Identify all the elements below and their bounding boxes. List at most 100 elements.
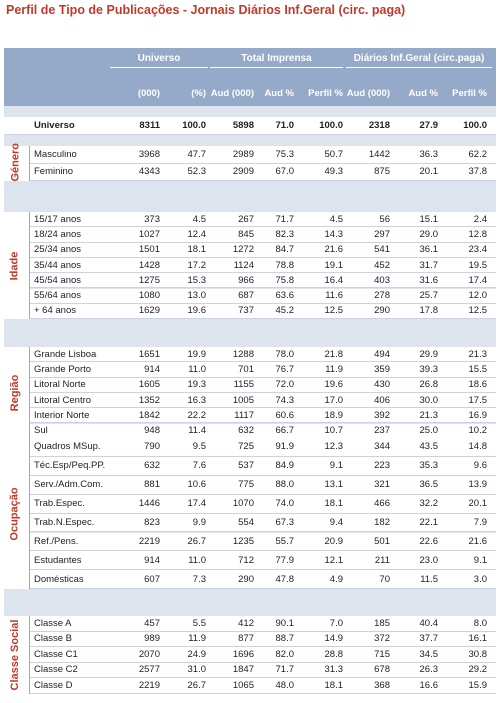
table-row (30, 475, 496, 495)
table-row (30, 227, 496, 243)
table-cell: 23.4 (468, 244, 488, 256)
table-row (30, 257, 496, 274)
table-cell: 17.4 (468, 274, 488, 286)
table-cell: 28.8 (324, 648, 344, 660)
table-cell: 15.9 (468, 679, 488, 691)
table-cell: 22.1 (419, 517, 439, 529)
header-column: (%) (191, 88, 206, 99)
table-cell: 775 (238, 479, 254, 491)
table-cell: 1235 (232, 535, 254, 547)
table-cell: 18.1 (324, 679, 344, 691)
table-cell: 35.3 (419, 460, 439, 472)
table-cell: 392 (374, 409, 390, 421)
table-cell: 4.5 (192, 213, 206, 225)
table-row (30, 273, 496, 289)
table-cell: 1155 (233, 379, 254, 391)
table-row (30, 570, 496, 590)
table-cell: 3.0 (473, 573, 487, 585)
table-cell: 19.9 (187, 348, 207, 360)
header-column: Aud % (264, 88, 294, 99)
table-cell: 16.4 (324, 274, 344, 286)
table-cell: 4343 (138, 166, 160, 178)
table-cell: 100.0 (319, 120, 343, 131)
table-cell: 17.5 (468, 394, 488, 406)
table-cell: 914 (144, 363, 160, 375)
table-cell: 359 (374, 363, 390, 375)
table-cell: 406 (374, 394, 390, 406)
table-cell: 1080 (138, 290, 160, 302)
table-cell: 11.5 (420, 573, 438, 585)
table-cell: 1070 (232, 498, 254, 510)
table-cell: 466 (374, 498, 390, 510)
section-label: Região (9, 374, 22, 412)
table-cell: 40.4 (419, 617, 439, 629)
table-cell: 27.9 (419, 120, 439, 131)
table-row (30, 347, 496, 363)
header (4, 48, 496, 106)
table-cell: 1696 (232, 648, 254, 660)
table-cell: 50.7 (324, 148, 344, 160)
table-cell: 20.1 (419, 166, 439, 178)
table-row (30, 616, 496, 632)
table-cell: 541 (374, 244, 390, 256)
table-cell: 9.1 (473, 554, 487, 566)
table-cell: 48.0 (275, 679, 295, 691)
table-row (30, 242, 496, 258)
table-cell: 7.0 (329, 617, 343, 629)
table-cell: 948 (144, 425, 160, 437)
section-column (4, 212, 30, 320)
table-cell: 412 (238, 617, 254, 629)
table-cell: 20.1 (468, 498, 488, 510)
table-cell: 452 (374, 259, 390, 271)
row-label: Trab.Espec. (34, 498, 85, 510)
table-cell: 17.4 (187, 498, 207, 510)
table-cell: 21.3 (468, 348, 488, 360)
table-cell: 2909 (232, 166, 254, 178)
table-cell: 34.5 (419, 648, 439, 660)
table-cell: 12.5 (324, 305, 344, 317)
table-cell: 19.5 (468, 259, 488, 271)
table-cell: 17.8 (419, 305, 439, 317)
table-cell: 74.0 (275, 498, 295, 510)
table-cell: 12.3 (324, 441, 344, 453)
table-cell: 13.1 (324, 479, 344, 491)
row-label: + 64 anos (34, 305, 76, 317)
table-cell: 67.3 (275, 517, 295, 529)
table-cell: 182 (374, 517, 390, 529)
table-cell: 18.9 (324, 409, 344, 421)
table-cell: 2219 (138, 679, 160, 691)
table-cell: 63.6 (275, 290, 295, 302)
table-cell: 23.0 (419, 554, 439, 566)
table-cell: 75.3 (275, 148, 295, 160)
table-cell: 10.7 (324, 425, 344, 437)
table-cell: 1288 (232, 348, 254, 360)
table-cell: 7.9 (473, 517, 487, 529)
table-cell: 75.8 (275, 274, 295, 286)
header-column: Aud (000) (210, 88, 254, 99)
table-cell: 966 (238, 274, 254, 286)
table-row (30, 146, 496, 164)
table-cell: 823 (144, 517, 160, 529)
table-cell: 17.0 (324, 394, 344, 406)
table-cell: 12.8 (468, 228, 488, 240)
row-label: Estudantes (34, 554, 82, 566)
table-cell: 88.0 (275, 479, 295, 491)
table-cell: 26.3 (419, 664, 439, 676)
row-label: Interior Norte (34, 409, 90, 421)
table-cell: 37.8 (468, 166, 488, 178)
header-column: Aud % (408, 88, 438, 99)
table-cell: 52.3 (187, 166, 207, 178)
table-row (30, 288, 496, 304)
table-cell: 881 (144, 479, 160, 491)
section-label: Género (9, 142, 21, 181)
table-cell: 278 (374, 290, 390, 302)
table-cell: 100.0 (463, 120, 487, 131)
row-label: Ref./Pens. (34, 535, 79, 547)
table-cell: 267 (238, 213, 254, 225)
table-row (30, 408, 496, 424)
table-cell: 29.9 (419, 348, 439, 360)
header-column: Perfil % (452, 88, 487, 99)
table-cell: 29.2 (468, 664, 488, 676)
row-label: Universo (34, 120, 75, 131)
table-cell: 1065 (232, 679, 254, 691)
